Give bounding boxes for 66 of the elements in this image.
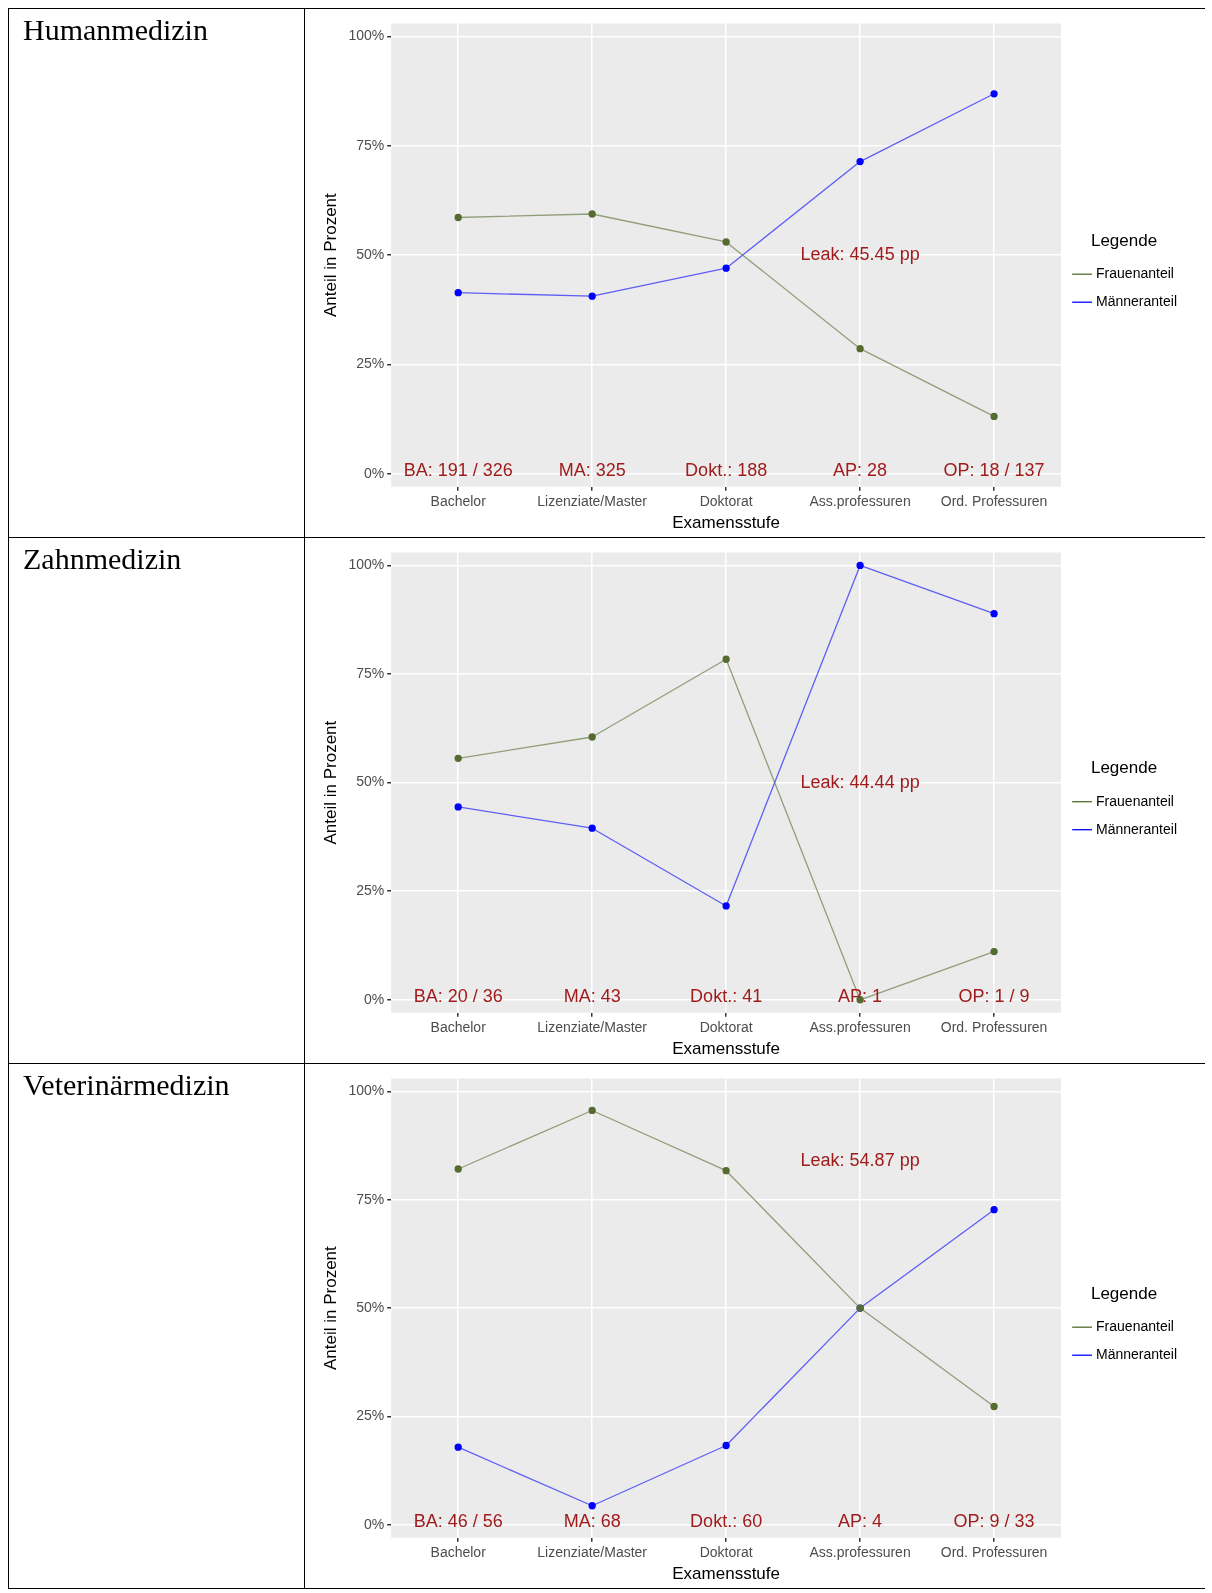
x-tick-label: Ass.professuren	[809, 493, 911, 510]
y-tick-label: 75%	[356, 136, 385, 153]
y-axis-title: Anteil in Prozent	[320, 192, 340, 317]
legend-label: Frauenanteil	[1096, 265, 1174, 282]
y-tick-label: 75%	[356, 1190, 385, 1207]
legend-label: Frauenanteil	[1096, 1318, 1174, 1335]
annotation: BA: 20 / 36	[413, 985, 503, 1006]
annotation: Dokt.: 188	[685, 459, 768, 480]
x-tick-label: Bachelor	[430, 493, 487, 510]
annotation: BA: 46 / 56	[413, 1510, 503, 1531]
annotation: AP: 4	[838, 1510, 883, 1531]
annotation: Leak: 54.87 pp	[800, 1150, 920, 1171]
text: Zahnmedizin	[9, 538, 305, 1063]
annotation: Leak: 44.44 pp	[800, 771, 920, 792]
annotation: AP: 1	[838, 985, 883, 1006]
y-tick-label: 100%	[348, 556, 385, 573]
x-tick-label: Ord. Professuren	[940, 1019, 1048, 1036]
y-tick-label: 0%	[363, 464, 385, 481]
y-tick-label: 100%	[348, 1082, 385, 1099]
y-tick-label: 25%	[356, 355, 385, 372]
y-tick-label: 100%	[348, 27, 385, 44]
x-tick-label: Ord. Professuren	[940, 1544, 1048, 1561]
legend-title: Legende	[1090, 758, 1158, 778]
text: Veterinärmedizin	[9, 1064, 305, 1588]
annotation: MA: 325	[558, 459, 626, 480]
x-tick-label: Doktorat	[699, 493, 753, 510]
legend-title: Legende	[1090, 1283, 1158, 1303]
x-tick-label: Ass.professuren	[809, 1544, 911, 1561]
x-tick-label: Lizenziate/Master	[537, 493, 648, 510]
annotation: OP: 18 / 137	[943, 459, 1045, 480]
x-axis-title: Examensstufe	[672, 1039, 780, 1059]
annotation: OP: 9 / 33	[953, 1510, 1035, 1531]
y-tick-label: 0%	[363, 1515, 385, 1532]
y-tick-label: 25%	[356, 1407, 385, 1424]
legend-label: Männeranteil	[1096, 293, 1177, 310]
legend-title: Legende	[1090, 230, 1158, 250]
annotation: BA: 191 / 326	[403, 459, 513, 480]
annotation: AP: 28	[833, 459, 888, 480]
annotation: Leak: 45.45 pp	[800, 244, 920, 265]
x-tick-label: Bachelor	[430, 1544, 487, 1561]
annotation: Dokt.: 41	[690, 985, 763, 1006]
legend-label: Männeranteil	[1096, 820, 1177, 837]
legend-label: Männeranteil	[1096, 1346, 1177, 1363]
x-tick-label: Lizenziate/Master	[537, 1544, 648, 1561]
x-tick-label: Ord. Professuren	[940, 493, 1048, 510]
y-tick-label: 25%	[356, 882, 385, 899]
x-tick-label: Bachelor	[430, 1019, 487, 1036]
x-tick-label: Doktorat	[699, 1019, 753, 1036]
annotation: Dokt.: 60	[690, 1510, 763, 1531]
annotation: MA: 68	[563, 1510, 621, 1531]
x-tick-label: Doktorat	[699, 1544, 753, 1561]
x-tick-label: Lizenziate/Master	[537, 1019, 648, 1036]
x-axis-title: Examensstufe	[672, 1564, 780, 1584]
y-tick-label: 0%	[363, 990, 385, 1007]
y-axis-title: Anteil in Prozent	[320, 1245, 340, 1370]
y-axis-title: Anteil in Prozent	[320, 720, 340, 845]
text: Humanmedizin	[9, 9, 305, 537]
annotation: MA: 43	[563, 985, 621, 1006]
y-tick-label: 50%	[356, 773, 385, 790]
y-tick-label: 50%	[356, 1298, 385, 1315]
y-tick-label: 75%	[356, 664, 385, 681]
x-axis-title: Examensstufe	[672, 513, 780, 533]
annotation: OP: 1 / 9	[958, 985, 1030, 1006]
legend-label: Frauenanteil	[1096, 792, 1174, 809]
y-tick-label: 50%	[356, 245, 385, 262]
x-tick-label: Ass.professuren	[809, 1019, 911, 1036]
